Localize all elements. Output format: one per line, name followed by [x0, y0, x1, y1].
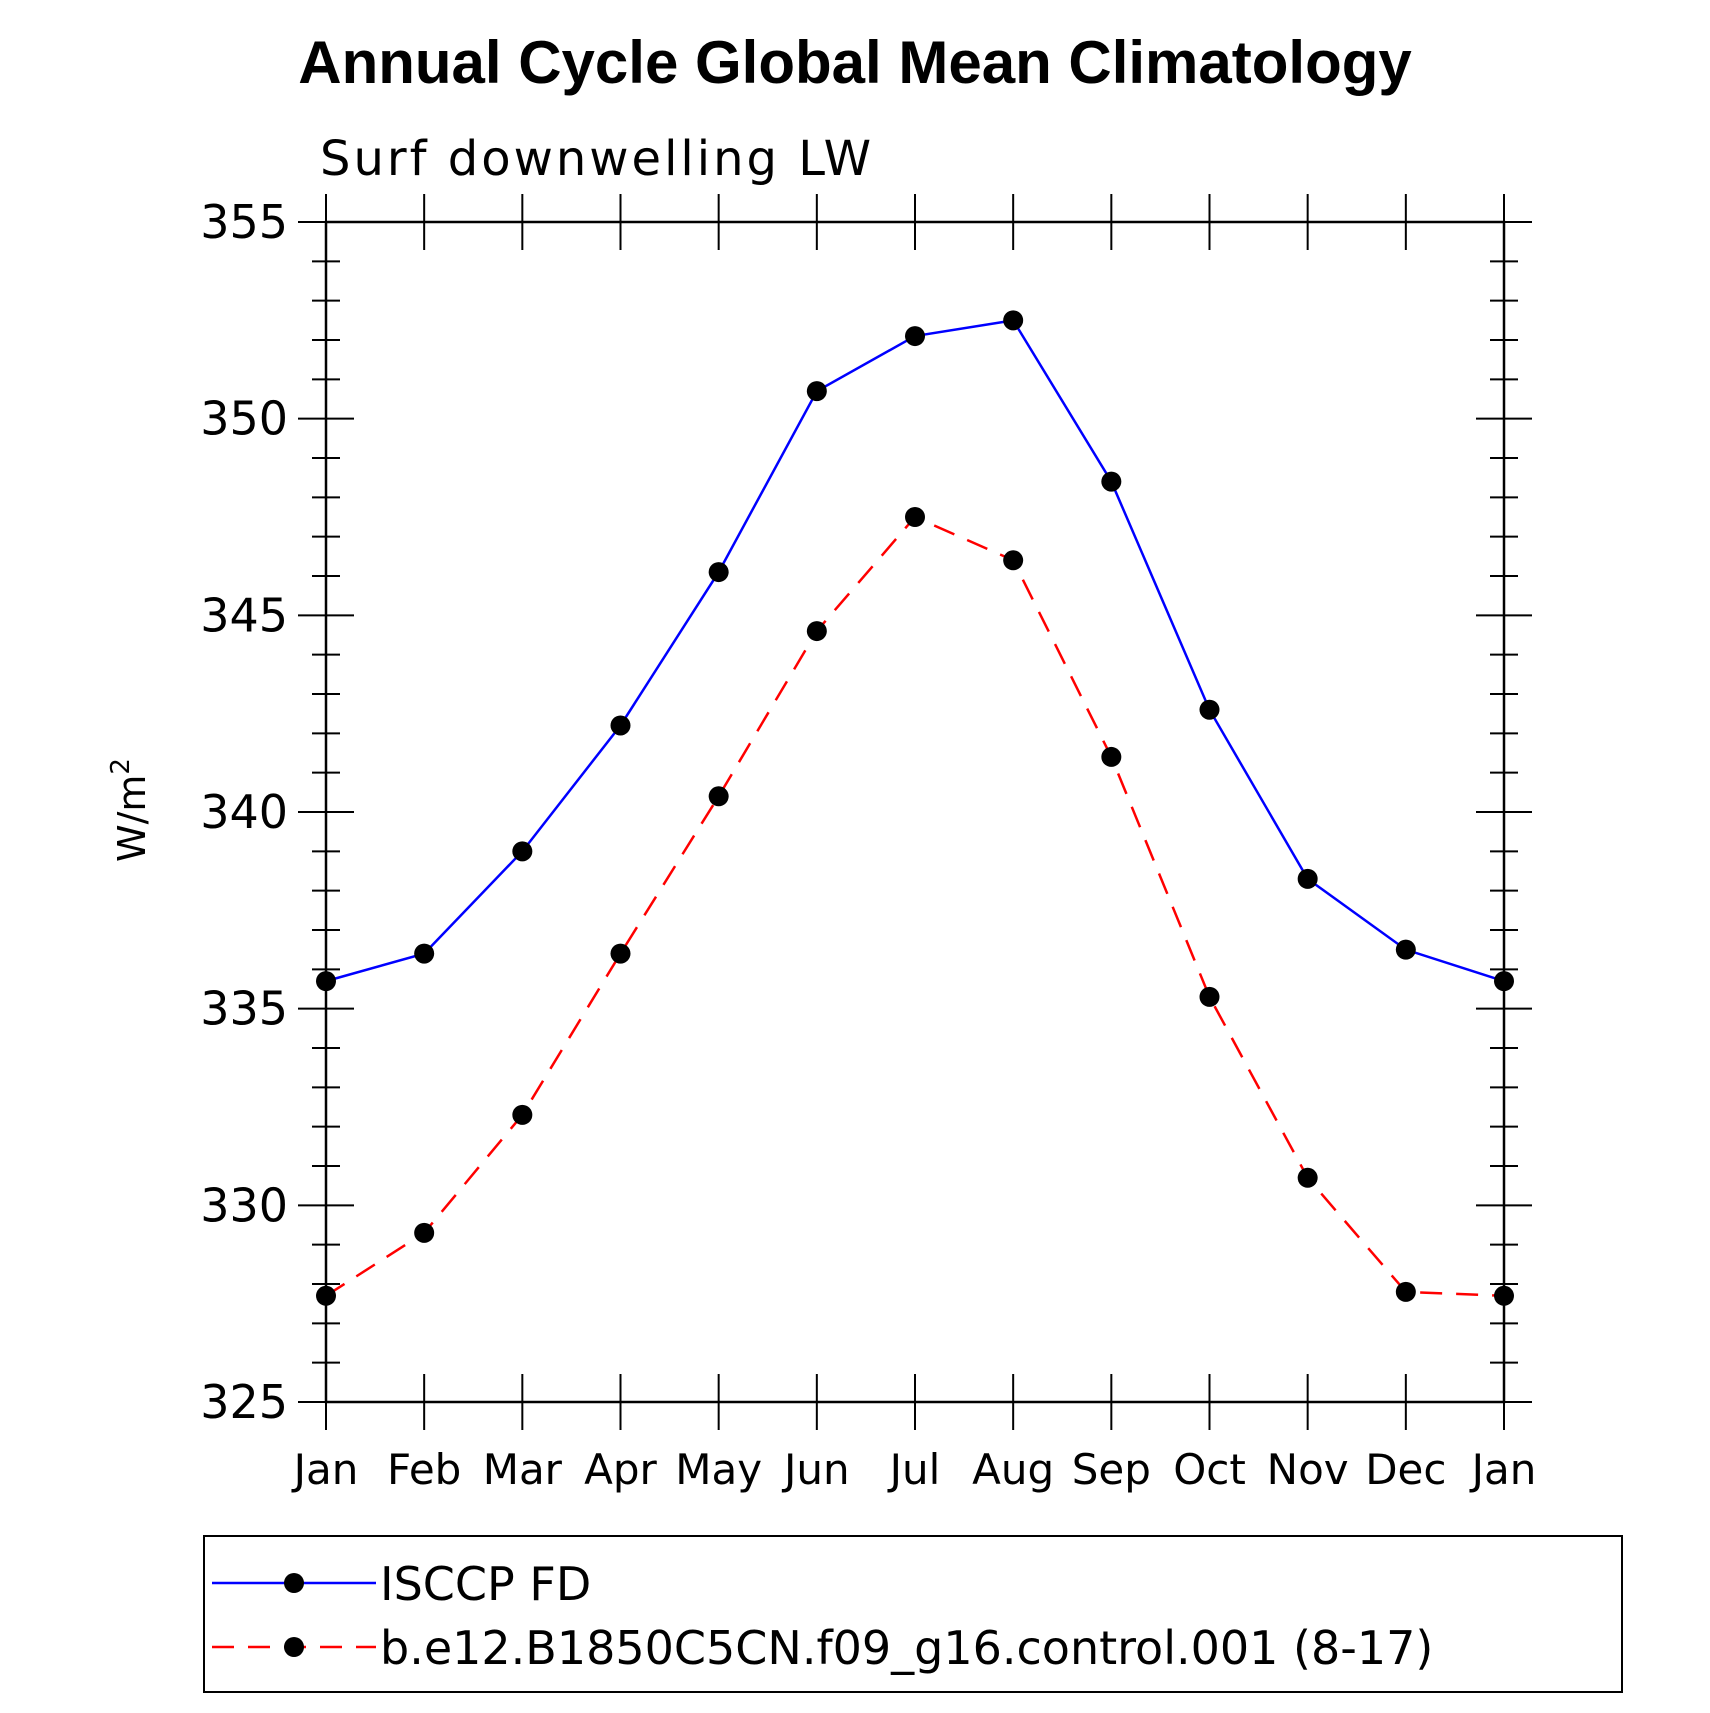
y-axis-label: W/m2	[106, 758, 154, 862]
x-tick-label: Jan	[1469, 1445, 1537, 1494]
series-2-point	[806, 621, 827, 642]
series-2-point	[316, 1285, 336, 1306]
svg-text:W/m2: W/m2	[106, 758, 154, 862]
x-tick-label: Mar	[483, 1445, 563, 1494]
y-tick-label: 340	[200, 785, 288, 839]
series-2-point	[1395, 1281, 1416, 1302]
series-2-point	[1494, 1285, 1514, 1306]
series-1-point	[512, 841, 533, 862]
series-2-point	[1101, 746, 1122, 767]
legend-label-1: ISCCP FD	[380, 1557, 591, 1611]
series-2-point	[1297, 1167, 1318, 1188]
chart-subtitle: Surf downwelling LW	[320, 131, 874, 187]
series-1-point	[316, 971, 336, 992]
x-tick-label: Apr	[584, 1445, 657, 1494]
series-2-point	[414, 1222, 435, 1243]
y-axis-label-superscript: 2	[106, 758, 136, 775]
series-2-point	[905, 507, 925, 527]
plot-frame	[324, 220, 1506, 1404]
x-tick-label: Jun	[781, 1445, 850, 1494]
series-1-point	[806, 381, 827, 402]
series-line-1	[325, 318, 1505, 983]
legend-marker-1	[284, 1573, 304, 1593]
x-tick-label: Aug	[972, 1445, 1054, 1494]
x-tick-label: Jul	[887, 1445, 941, 1494]
series-1-point	[1395, 939, 1416, 960]
legend-label-2: b.e12.B1850C5CN.f09_g16.control.001 (8-1…	[380, 1621, 1433, 1675]
y-tick-label: 330	[200, 1178, 288, 1232]
legend: ISCCP FD b.e12.B1850C5CN.f09_g16.control.…	[212, 1557, 1433, 1675]
x-tick-label: Nov	[1267, 1445, 1349, 1494]
series-2-point	[610, 943, 631, 964]
series-2-point	[1003, 550, 1024, 571]
y-axis-label-text: W/m	[110, 775, 154, 862]
series-1-point	[1494, 971, 1514, 992]
x-tick-label: Feb	[387, 1445, 461, 1494]
series-1-point	[610, 715, 631, 736]
series-1-point	[1199, 699, 1220, 720]
series-1-point	[905, 326, 925, 347]
x-tick-label: Oct	[1173, 1445, 1246, 1494]
series-2-point	[708, 786, 729, 807]
legend-box	[203, 1535, 1623, 1693]
y-tick-label: 335	[200, 982, 288, 1036]
y-tick-label: 345	[200, 588, 288, 642]
series-1-point	[1101, 471, 1122, 492]
plot-area: 325 330 335 340 345 350 355 Jan Feb Mar Apr May Jun J…	[200, 194, 1536, 1494]
x-tick-label: May	[675, 1445, 762, 1494]
series-1-point	[708, 562, 729, 583]
x-tick-label: Jan	[291, 1445, 359, 1494]
series-1-point	[1003, 310, 1024, 331]
y-tick-label: 355	[200, 195, 288, 249]
series-2-point	[1199, 986, 1220, 1007]
chart-title: Annual Cycle Global Mean Climatology	[298, 29, 1412, 96]
x-tick-label: Sep	[1072, 1445, 1151, 1494]
series-2-point	[512, 1104, 533, 1125]
y-tick-label: 325	[200, 1375, 288, 1429]
legend-marker-2	[284, 1637, 304, 1657]
series-line-2	[325, 515, 1505, 1298]
series-1-point	[414, 943, 435, 964]
y-tick-label: 350	[200, 392, 288, 446]
x-tick-label: Dec	[1365, 1445, 1446, 1494]
series-1-point	[1297, 868, 1318, 889]
